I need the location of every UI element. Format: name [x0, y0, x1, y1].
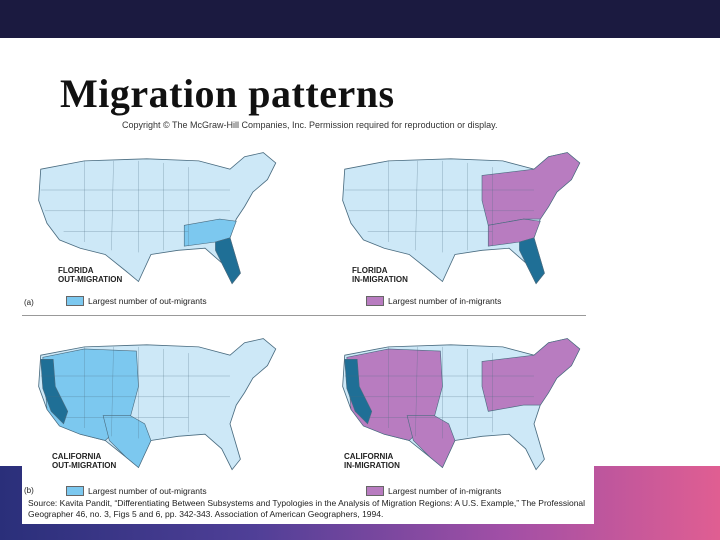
- panel-divider: [22, 315, 586, 316]
- legend-california-in: Largest number of in-migrants: [366, 486, 501, 496]
- top-bar: [0, 0, 720, 38]
- origin-state-region: [215, 237, 241, 285]
- highlighted-region: [406, 415, 456, 469]
- legend-florida-in: Largest number of in-migrants: [366, 296, 501, 306]
- state-border-line: [111, 160, 114, 251]
- map-florida-in-migration: [326, 136, 586, 296]
- panel-letter-a: (a): [24, 298, 34, 307]
- legend-text: Largest number of in-migrants: [388, 486, 502, 496]
- us-map-svg: [38, 152, 277, 285]
- legend-text: Largest number of out-migrants: [88, 486, 207, 496]
- map-label-line: IN-MIGRATION: [352, 275, 408, 284]
- legend-swatch: [66, 296, 84, 306]
- us-map-svg: [38, 338, 277, 471]
- highlighted-region: [481, 338, 581, 412]
- copyright-notice: Copyright © The McGraw-Hill Companies, I…: [122, 120, 498, 130]
- figure-source-citation: Source: Kavita Pandit, “Differentiating …: [28, 498, 586, 519]
- map-label-line: FLORIDA: [352, 266, 388, 275]
- migration-figure: Copyright © The McGraw-Hill Companies, I…: [22, 118, 594, 524]
- map-label-florida-out: FLORIDA OUT-MIGRATION: [58, 266, 148, 284]
- legend-text: Largest number of in-migrants: [388, 296, 502, 306]
- legend-text: Largest number of out-migrants: [88, 296, 207, 306]
- us-map-svg: [342, 152, 581, 285]
- map-label-line: FLORIDA: [58, 266, 94, 275]
- slide-title: Migration patterns: [60, 71, 395, 116]
- map-label-line: IN-MIGRATION: [344, 461, 400, 470]
- legend-california-out: Largest number of out-migrants: [66, 486, 207, 496]
- map-label-line: CALIFORNIA: [344, 452, 394, 461]
- map-label-california-out: CALIFORNIA OUT-MIGRATION: [52, 452, 142, 470]
- state-border-line: [415, 160, 418, 251]
- highlighted-region: [102, 415, 152, 469]
- map-california-in-migration: [326, 322, 586, 482]
- panel-letter-b: (b): [24, 486, 34, 495]
- origin-state-region: [519, 237, 545, 285]
- us-map-svg: [342, 338, 581, 471]
- state-border-line: [111, 346, 114, 437]
- us-map-base: [38, 152, 277, 285]
- map-label-california-in: CALIFORNIA IN-MIGRATION: [344, 452, 434, 470]
- map-label-line: OUT-MIGRATION: [58, 275, 123, 284]
- legend-florida-out: Largest number of out-migrants: [66, 296, 207, 306]
- map-california-out-migration: [22, 322, 282, 482]
- legend-swatch: [366, 486, 384, 496]
- map-florida-out-migration: [22, 136, 282, 296]
- legend-swatch: [66, 486, 84, 496]
- state-border-line: [415, 346, 418, 437]
- map-label-line: OUT-MIGRATION: [52, 461, 117, 470]
- map-label-line: CALIFORNIA: [52, 452, 102, 461]
- map-label-florida-in: FLORIDA IN-MIGRATION: [352, 266, 442, 284]
- legend-swatch: [366, 296, 384, 306]
